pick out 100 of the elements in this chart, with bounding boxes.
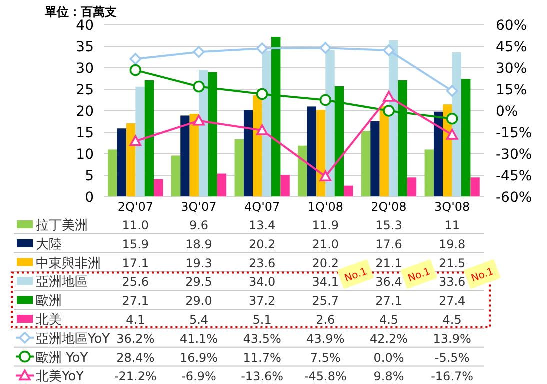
point bbox=[193, 46, 205, 58]
data-label: 17.6 bbox=[376, 237, 402, 252]
legend-label: 亞洲地區YoY bbox=[36, 332, 110, 347]
data-label: 13.9% bbox=[433, 332, 472, 346]
y-tick-label: 30 bbox=[76, 61, 94, 77]
data-label: 5.4 bbox=[189, 313, 209, 327]
point bbox=[130, 135, 142, 146]
point bbox=[320, 94, 332, 106]
bar bbox=[108, 150, 118, 197]
data-label: 19.3 bbox=[186, 256, 212, 270]
legend-label: 拉丁美洲 bbox=[36, 218, 88, 234]
data-label: 27.1 bbox=[122, 294, 150, 308]
data-label: -16.7% bbox=[431, 370, 474, 384]
legend-label: 歐洲 YoY bbox=[36, 350, 88, 366]
y-tick-label: 0 bbox=[85, 190, 94, 206]
x-tick-label: 1Q'08 bbox=[308, 200, 344, 214]
data-label: 20.2 bbox=[312, 256, 340, 270]
y2-tick-label: 45% bbox=[496, 40, 528, 56]
bar bbox=[326, 50, 335, 197]
data-label: 25.7 bbox=[312, 294, 340, 308]
y2-tick-label: -45% bbox=[496, 168, 532, 184]
bar bbox=[126, 123, 136, 197]
bar bbox=[180, 116, 190, 197]
x-tick-label: 4Q'07 bbox=[244, 200, 280, 214]
data-label: 29.5 bbox=[186, 275, 212, 290]
point bbox=[130, 64, 142, 76]
bar bbox=[344, 186, 354, 197]
data-label: 36.4 bbox=[376, 275, 402, 290]
data-label: 43.9% bbox=[306, 332, 345, 346]
data-label: -13.6% bbox=[241, 370, 284, 384]
data-label: 25.6 bbox=[122, 275, 150, 290]
point bbox=[193, 80, 205, 93]
data-label: 11.7% bbox=[243, 350, 282, 365]
data-label: 5.1 bbox=[252, 313, 272, 327]
point bbox=[383, 91, 395, 102]
data-label: 21.0 bbox=[312, 237, 340, 252]
bar bbox=[370, 121, 380, 197]
point bbox=[193, 114, 205, 126]
data-label: 27.1 bbox=[376, 294, 402, 308]
bar bbox=[307, 106, 316, 197]
y-tick-label: 25 bbox=[76, 82, 94, 98]
y2-tick-label: -60% bbox=[496, 190, 532, 206]
y-tick-label: 35 bbox=[76, 40, 94, 56]
data-label: 41.1% bbox=[180, 332, 218, 346]
data-label: 36.2% bbox=[116, 332, 155, 346]
point bbox=[256, 124, 268, 136]
y-axis-title: 單位：百萬支 bbox=[44, 5, 117, 19]
y2-tick-label: 30% bbox=[496, 61, 528, 77]
y-tick-label: 20 bbox=[76, 104, 94, 120]
legend-label: 亞洲地區 bbox=[36, 275, 88, 290]
data-label: 23.6 bbox=[248, 256, 276, 270]
data-label: 28.4% bbox=[116, 350, 155, 365]
point bbox=[320, 170, 332, 182]
bar bbox=[424, 150, 434, 197]
point bbox=[446, 112, 458, 125]
data-label: 13.4 bbox=[248, 218, 276, 232]
y2-tick-label: 0% bbox=[496, 104, 518, 120]
y-tick-label: 40 bbox=[76, 18, 94, 34]
data-label: -21.2% bbox=[114, 370, 157, 384]
legend-label: 中東與非洲 bbox=[36, 256, 101, 272]
data-label: 19.8 bbox=[438, 237, 466, 252]
legend-label: 大陸 bbox=[36, 237, 62, 252]
bar bbox=[462, 79, 471, 197]
data-label: 15.9 bbox=[122, 237, 150, 252]
point bbox=[383, 44, 395, 56]
data-label: 37.2 bbox=[248, 294, 276, 308]
data-label: 4.1 bbox=[126, 313, 146, 327]
data-label: 4.5 bbox=[442, 313, 462, 327]
data-label: 2.6 bbox=[316, 313, 336, 327]
data-label: 21.5 bbox=[438, 256, 466, 270]
point bbox=[320, 42, 332, 54]
point bbox=[383, 105, 395, 117]
data-label: -6.9% bbox=[182, 370, 216, 384]
data-label: 34.0 bbox=[248, 275, 276, 290]
bar bbox=[380, 106, 389, 197]
x-tick-label: 3Q'08 bbox=[434, 200, 470, 214]
data-label: 7.5% bbox=[310, 350, 341, 365]
data-label: 21.1 bbox=[376, 256, 402, 270]
bar bbox=[244, 110, 254, 197]
bar bbox=[190, 114, 199, 197]
data-label: 34.1 bbox=[312, 275, 340, 290]
bar bbox=[171, 156, 181, 197]
y2-tick-label: 15% bbox=[496, 82, 528, 98]
bar bbox=[280, 175, 290, 197]
bar bbox=[407, 178, 417, 197]
point bbox=[130, 53, 142, 66]
bar bbox=[154, 179, 164, 197]
data-label: 43.5% bbox=[243, 332, 282, 346]
data-label: 9.8% bbox=[374, 370, 404, 384]
data-label: -5.5% bbox=[434, 350, 470, 365]
data-label: 42.2% bbox=[370, 332, 408, 346]
y2-tick-label: 60% bbox=[496, 18, 528, 34]
bar bbox=[434, 112, 444, 197]
data-label: 4.5 bbox=[379, 313, 399, 327]
point bbox=[446, 85, 458, 97]
data-label: -45.8% bbox=[304, 370, 347, 384]
data-label: 17.1 bbox=[122, 256, 150, 270]
data-label: 9.6 bbox=[189, 218, 209, 232]
bar bbox=[361, 131, 371, 197]
x-tick-label: 2Q'07 bbox=[118, 200, 154, 214]
